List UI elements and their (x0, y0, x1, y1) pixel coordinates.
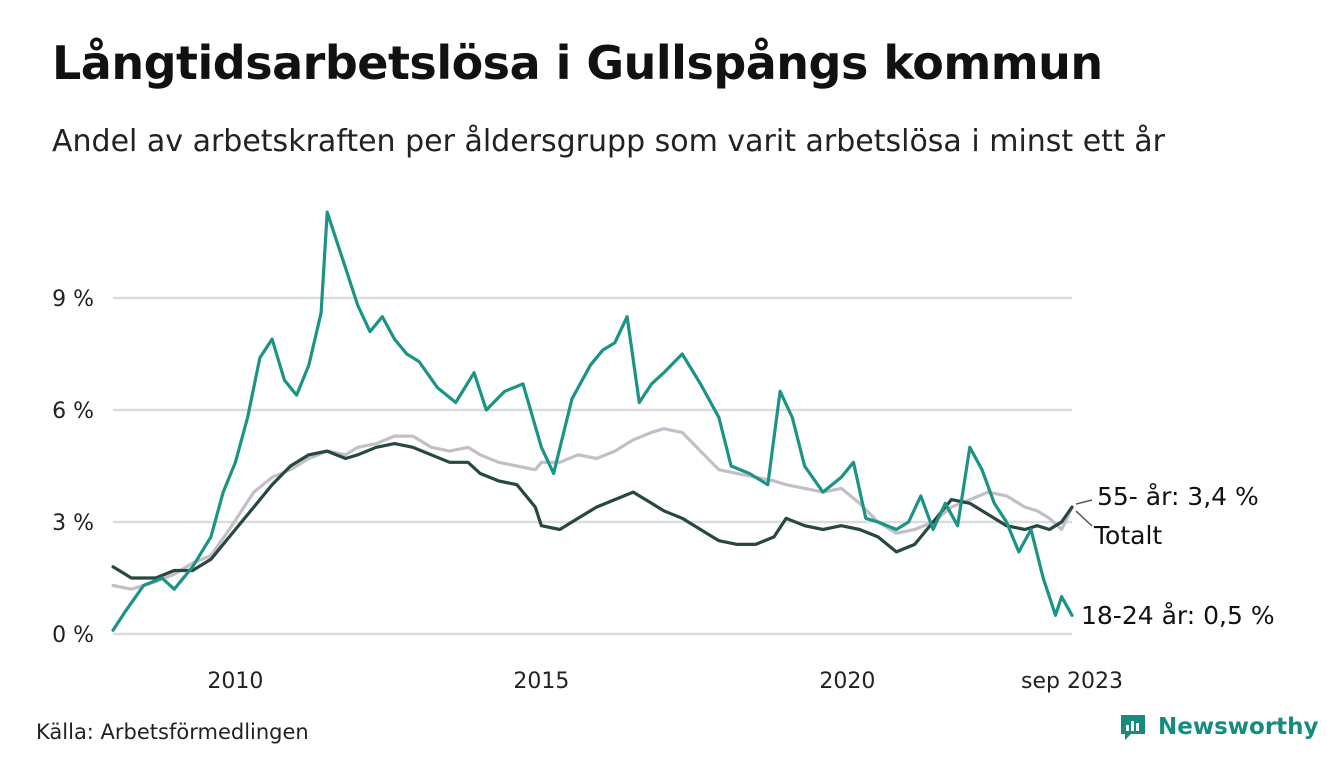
x-tick-label: 2010 (207, 669, 263, 694)
end-label-connector (1075, 510, 1093, 527)
line-chart: 0 % 3 % 6 % 9 % 2010 2015 2020 sep 2023 55- år… (52, 210, 1275, 694)
end-label-age-55-plus: 55- år: 3,4 % (1097, 482, 1259, 511)
x-tick-label: 2015 (513, 669, 569, 694)
series-line-total (111, 442, 1074, 580)
newsworthy-logo-icon (1121, 715, 1145, 740)
x-axis-tick-labels: 2010 2015 2020 sep 2023 (207, 669, 1123, 694)
y-axis-tick-labels: 0 % 3 % 6 % 9 % (52, 287, 94, 648)
source-note: Källa: Arbetsförmedlingen (36, 720, 309, 744)
y-tick-label: 9 % (52, 287, 94, 312)
x-tick-label: 2020 (819, 669, 875, 694)
x-tick-label: sep 2023 (1021, 669, 1123, 694)
chart-title: Långtidsarbetslösa i Gullspångs kommun (52, 36, 1103, 90)
y-tick-label: 0 % (52, 623, 94, 648)
end-label-connector (1075, 499, 1093, 505)
y-tick-label: 6 % (52, 399, 94, 424)
chart-subtitle: Andel av arbetskraften per åldersgrupp s… (52, 124, 1165, 159)
end-label-age-18-24: 18-24 år: 0,5 % (1081, 601, 1275, 630)
series-end-labels: 55- år: 3,4 % Totalt 18-24 år: 0,5 % (1075, 482, 1275, 630)
brand-name: Newsworthy (1158, 714, 1319, 740)
series-line-age-18-24 (111, 210, 1074, 632)
series-lines (111, 210, 1074, 632)
brand-logo: Newsworthy (1118, 712, 1319, 742)
y-tick-label: 3 % (52, 511, 94, 536)
gridlines (113, 296, 1072, 636)
end-label-total: Totalt (1093, 521, 1162, 550)
